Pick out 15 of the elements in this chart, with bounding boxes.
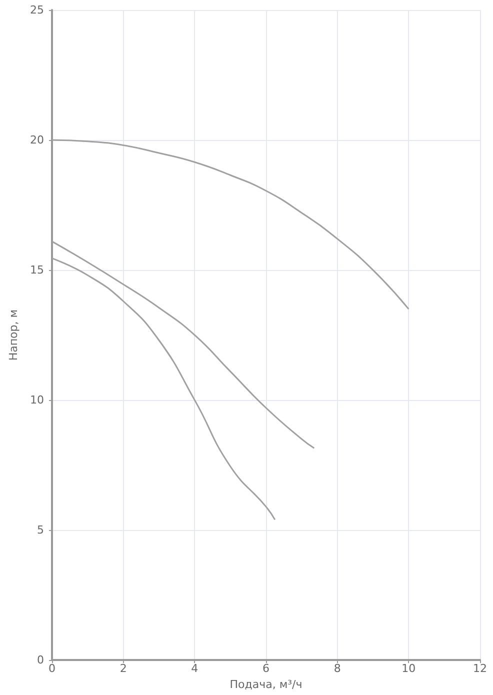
y-tick-label: 0 — [37, 654, 44, 667]
x-tick-label: 0 — [48, 662, 56, 676]
x-tick-label: 4 — [191, 662, 198, 676]
y-axis-title: Напор, м — [7, 309, 20, 361]
y-tick-label: 20 — [30, 134, 44, 147]
y-tick-label: 25 — [30, 4, 44, 16]
x-tick-label: 2 — [120, 662, 127, 676]
x-tick-label: 12 — [473, 662, 487, 676]
y-tick-label: 10 — [30, 394, 44, 407]
y-tick-label: 15 — [30, 264, 44, 277]
x-axis-title: Подача, м³/ч — [230, 678, 302, 691]
x-tick-label: 10 — [402, 662, 416, 676]
x-tick-label: 6 — [262, 662, 270, 676]
x-tick-label: 8 — [334, 662, 341, 676]
y-tick-label: 5 — [37, 524, 44, 537]
